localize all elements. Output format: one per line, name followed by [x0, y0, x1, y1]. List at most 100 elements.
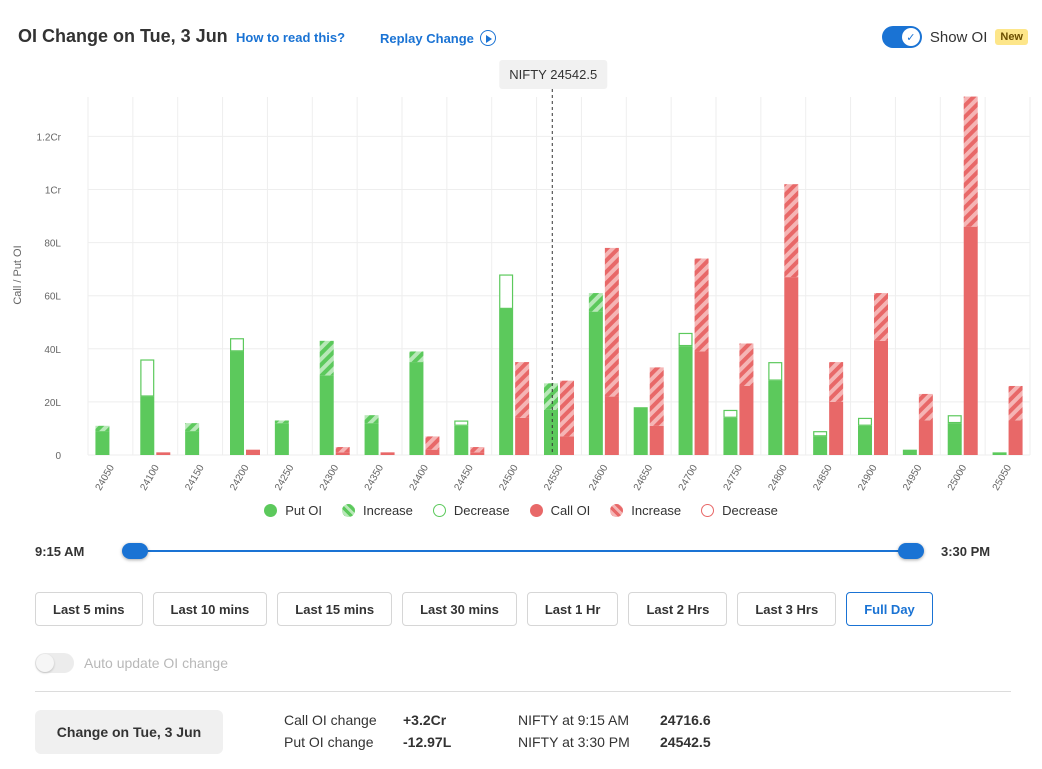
- nifty-spot-tooltip: [499, 60, 608, 89]
- oi-bar-chart: 0 20L 40L 60L 80L 1Cr 1.2Cr Call / Put OI 24050 2…: [12, 60, 1031, 493]
- legend-swatch: [701, 504, 715, 517]
- legend-item[interactable]: Increase: [342, 503, 413, 518]
- y-tick-label: 80L: [44, 239, 61, 250]
- put-increase-bar: [544, 383, 558, 410]
- put-decrease-bar: [230, 338, 245, 352]
- x-tick-label: 24700: [677, 463, 701, 493]
- x-tick-label: 24450: [452, 463, 476, 493]
- time-range-button[interactable]: Last 15 mins: [277, 592, 393, 626]
- call-oi-bar: [560, 436, 574, 455]
- call-increase-bar: [425, 436, 440, 450]
- time-slider-track[interactable]: [135, 550, 911, 552]
- call-oi-bar: [425, 449, 440, 455]
- put-decrease-bar: [857, 417, 872, 426]
- legend-item[interactable]: Decrease: [701, 503, 778, 518]
- call-oi-bar: [335, 452, 350, 455]
- x-tick-label: 24550: [542, 463, 566, 493]
- x-tick-label: 24300: [318, 463, 342, 493]
- call-oi-bar: [649, 425, 664, 455]
- put-oi-bar: [678, 346, 693, 455]
- y-tick-label: 20L: [44, 398, 61, 409]
- x-tick-label: 24800: [766, 463, 790, 493]
- put-decrease-bar: [768, 362, 783, 381]
- x-tick-label: 24950: [901, 463, 925, 493]
- x-tick-label: 24100: [138, 463, 162, 493]
- time-range-button[interactable]: Last 1 Hr: [526, 592, 619, 626]
- slider-end-label: 3:30 PM: [941, 544, 991, 559]
- put-oi-bar: [813, 436, 828, 455]
- call-increase-bar: [963, 96, 978, 227]
- divider: [35, 691, 1011, 692]
- call-oi-bar: [604, 396, 619, 455]
- put-oi-bar: [544, 409, 558, 455]
- put-decrease-bar: [140, 359, 155, 397]
- show-oi-control: ✓ Show OI New: [881, 26, 1028, 48]
- call-increase-bar: [470, 447, 485, 453]
- call-increase-bar: [1008, 385, 1023, 421]
- legend-item[interactable]: Call OI: [529, 503, 590, 518]
- put-oi-bar: [230, 351, 244, 455]
- put-oi-bar: [274, 423, 289, 455]
- time-range-button[interactable]: Last 2 Hrs: [628, 592, 728, 626]
- put-decrease-bar: [454, 420, 469, 426]
- legend-label: Decrease: [453, 503, 510, 518]
- x-tick-label: 24600: [587, 463, 611, 493]
- legend-swatch: [432, 504, 446, 517]
- new-badge: New: [995, 29, 1028, 45]
- put-increase-bar: [364, 415, 379, 424]
- auto-update-toggle[interactable]: [35, 653, 74, 673]
- show-oi-label: Show OI: [929, 28, 988, 46]
- legend-item[interactable]: Put OI: [264, 503, 322, 518]
- x-tick-label: 24150: [183, 463, 207, 493]
- call-oi-bar: [784, 277, 799, 455]
- call-oi-bar: [829, 401, 844, 455]
- replay-change-link[interactable]: Replay Change: [380, 30, 496, 46]
- put-increase-bar: [319, 340, 334, 376]
- time-range-button[interactable]: Full Day: [846, 592, 933, 626]
- call-increase-bar: [560, 380, 574, 437]
- time-range-button[interactable]: Last 10 mins: [152, 592, 268, 626]
- put-oi-bar: [140, 396, 155, 455]
- time-range-buttons: Last 5 mins Last 10 mins Last 15 mins Last …: [35, 592, 933, 626]
- show-oi-toggle[interactable]: ✓: [881, 26, 922, 48]
- put-oi-bar: [499, 308, 514, 455]
- chart-legend: Put OI Increase Decrease Call OI Increase Dec…: [0, 503, 1042, 518]
- nifty-spot-label: NIFTY 24542.5: [509, 67, 597, 82]
- call-increase-bar: [829, 362, 844, 402]
- put-decrease-bar: [947, 415, 962, 424]
- put-oi-bar: [768, 380, 783, 455]
- call-oi-bar: [470, 452, 485, 455]
- legend-label: Increase: [363, 503, 413, 518]
- y-tick-label: 1Cr: [45, 186, 62, 197]
- call-oi-bar: [156, 452, 171, 455]
- call-oi-bar: [246, 449, 260, 455]
- slider-end-handle[interactable]: [898, 543, 924, 559]
- put-oi-change-value: -12.97L: [403, 734, 452, 750]
- legend-item[interactable]: Increase: [610, 503, 681, 518]
- call-increase-bar: [918, 393, 933, 421]
- replay-label: Replay Change: [380, 30, 474, 46]
- legend-item[interactable]: Decrease: [432, 503, 510, 518]
- x-tick-label: 24200: [228, 463, 252, 493]
- x-tick-label: 24850: [811, 463, 835, 493]
- call-oi-bar: [963, 226, 978, 455]
- put-oi-change-label: Put OI change: [284, 734, 374, 750]
- put-oi-bar: [992, 452, 1007, 455]
- call-increase-bar: [515, 362, 530, 418]
- call-oi-bar: [380, 452, 395, 455]
- put-oi-bar: [947, 423, 962, 455]
- x-tick-label: 24350: [363, 463, 387, 493]
- time-range-button[interactable]: Last 30 mins: [402, 592, 517, 626]
- put-increase-bar: [95, 425, 110, 432]
- time-range-button[interactable]: Last 3 Hrs: [737, 592, 837, 626]
- put-decrease-bar: [499, 274, 514, 309]
- legend-label: Decrease: [722, 503, 778, 518]
- change-date-button[interactable]: Change on Tue, 3 Jun: [35, 710, 223, 754]
- nifty-start-value: 24716.6: [660, 712, 711, 728]
- y-axis-label: Call / Put OI: [12, 245, 24, 304]
- call-increase-bar: [874, 293, 888, 341]
- auto-update-control: Auto update OI change: [35, 653, 228, 673]
- slider-start-handle[interactable]: [122, 543, 148, 559]
- how-to-read-link[interactable]: How to read this?: [236, 30, 346, 45]
- time-range-button[interactable]: Last 5 mins: [35, 592, 143, 626]
